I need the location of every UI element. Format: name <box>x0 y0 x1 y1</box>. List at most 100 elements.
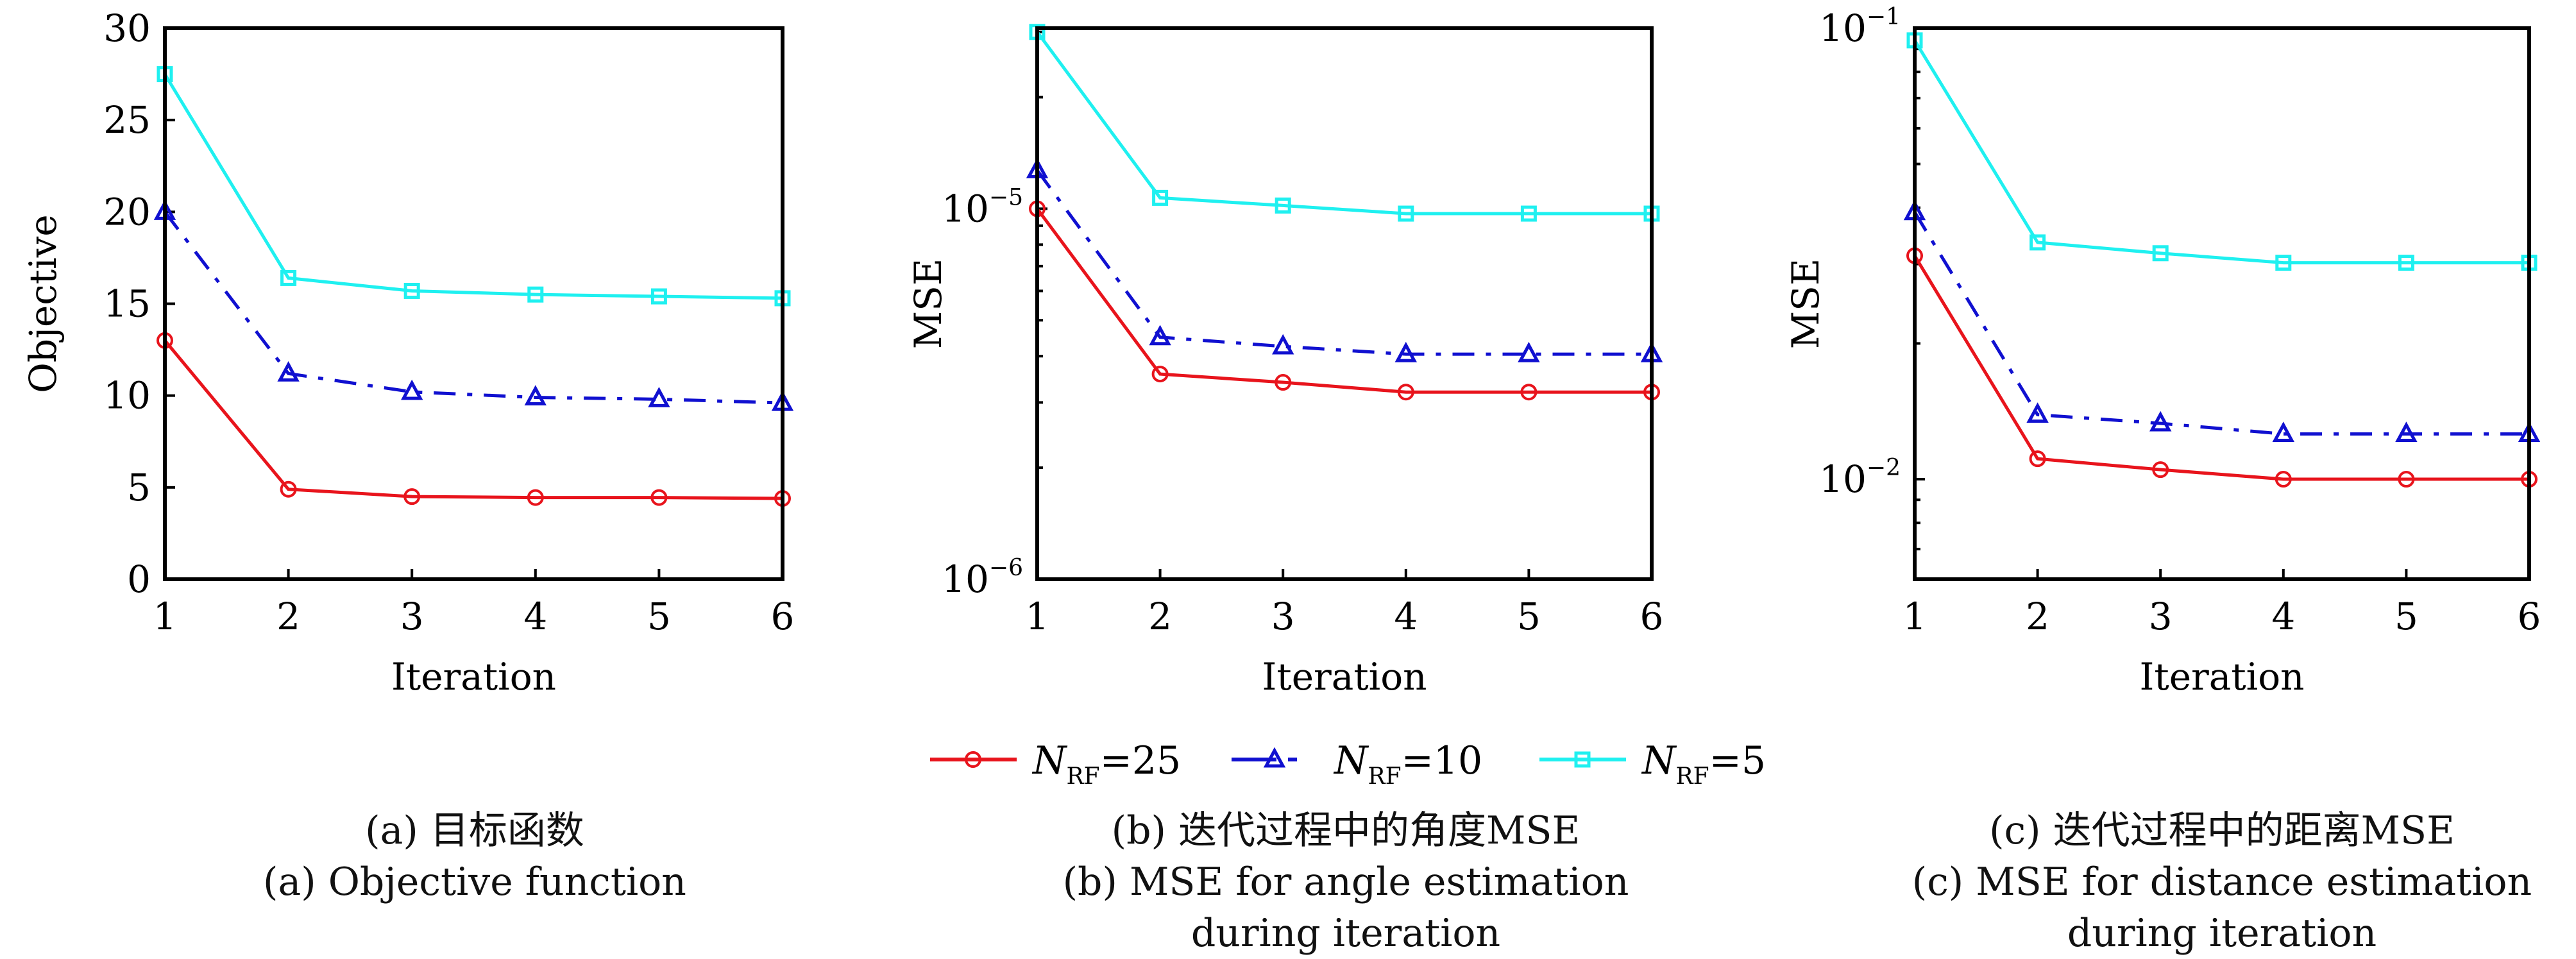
series-line-triangle <box>164 210 783 405</box>
series-line-triangle <box>1913 211 2529 436</box>
data-point-circle <box>1151 366 1169 383</box>
data-point-circle <box>280 480 297 498</box>
x-tick-label: 5 <box>1517 595 1541 638</box>
data-point-triangle <box>524 385 547 406</box>
x-axis-label: Iteration <box>2140 655 2305 699</box>
data-point-square <box>1152 189 1169 206</box>
series-line-circle <box>164 339 783 500</box>
y-tick-label: 20 <box>103 190 151 233</box>
series-line-circle <box>1035 207 1652 394</box>
data-point-square <box>1275 197 1291 214</box>
data-point-circle <box>650 489 668 506</box>
data-point-square <box>2398 255 2414 271</box>
data-point-triangle <box>1518 341 1540 362</box>
caption-b: (b) 迭代过程中的角度MSE (b) MSE for angle estima… <box>961 805 1731 959</box>
y-axis-label: Objective <box>21 214 65 393</box>
x-tick-label: 5 <box>2394 595 2418 638</box>
data-point-square <box>280 269 297 286</box>
x-tick-label: 6 <box>2518 595 2541 638</box>
x-axis-label: Iteration <box>391 655 556 699</box>
data-point-circle <box>2275 471 2292 488</box>
x-tick-label: 1 <box>1026 595 1049 638</box>
data-point-circle <box>527 489 544 506</box>
series-line-circle <box>1913 255 2529 481</box>
y-tick-label: 10−1 <box>1819 4 1901 50</box>
data-point-square <box>650 288 667 305</box>
x-tick-label: 2 <box>2026 595 2049 638</box>
plot-frame <box>163 26 784 581</box>
x-tick-label: 6 <box>1640 595 1664 638</box>
data-point-circle <box>1275 374 1292 391</box>
data-point-triangle <box>2149 411 2172 432</box>
data-point-circle <box>2029 450 2046 468</box>
caption-c-en-2: during iteration <box>2067 911 2377 956</box>
legend-marker-square <box>1574 751 1591 768</box>
plot-frame <box>1913 26 2531 581</box>
x-tick-label: 1 <box>1903 595 1927 638</box>
data-point-square <box>403 282 420 299</box>
caption-c-zh: (c) 迭代过程中的距离MSE <box>1989 808 2455 853</box>
x-tick-label: 4 <box>1394 595 1418 638</box>
y-tick-label: 5 <box>127 466 151 509</box>
data-point-square <box>1520 205 1537 222</box>
data-point-square <box>2275 255 2292 271</box>
data-point-triangle <box>1394 341 1417 362</box>
x-tick-label: 2 <box>1148 595 1172 638</box>
data-point-square <box>2152 245 2169 262</box>
x-tick-label: 1 <box>153 595 177 638</box>
caption-c-en: (c) MSE for distance estimation <box>1911 860 2532 904</box>
x-tick-label: 4 <box>523 595 547 638</box>
caption-a: (a) 目标函数 (a) Objective function <box>90 805 860 908</box>
data-point-triangle <box>2026 402 2049 423</box>
data-point-triangle <box>1272 334 1294 355</box>
plot-frame <box>1035 26 1654 581</box>
data-point-square <box>1398 205 1414 222</box>
caption-c: (c) 迭代过程中的距离MSE (c) MSE for distance est… <box>1837 805 2576 959</box>
y-tick-label: 10−5 <box>942 184 1023 230</box>
caption-b-en: (b) MSE for angle estimation <box>1062 860 1629 904</box>
chart-panel-b: 10−6 10−5 1 2 3 4 5 6 Iteration MSE <box>906 24 1664 699</box>
caption-a-zh: (a) 目标函数 <box>365 808 584 853</box>
data-point-triangle <box>648 387 670 407</box>
y-tick-label: 25 <box>103 98 151 142</box>
data-point-triangle <box>277 361 300 382</box>
x-axis-label: Iteration <box>1262 655 1427 699</box>
x-tick-label: 6 <box>771 595 795 638</box>
x-tick-label: 2 <box>276 595 300 638</box>
series-line-square <box>1035 31 1652 216</box>
y-tick-label: 10−2 <box>1819 455 1901 501</box>
caption-b-zh: (b) 迭代过程中的角度MSE <box>1111 808 1580 853</box>
data-point-triangle <box>401 379 423 400</box>
y-tick-label: 0 <box>127 557 151 601</box>
x-tick-label: 3 <box>1271 595 1295 638</box>
y-tick-label: 10−6 <box>942 555 1023 601</box>
legend-label: NRF=5 <box>1641 738 1766 790</box>
data-point-circle <box>2398 471 2415 488</box>
legend: NRF=25 NRF=10 NRF=5 <box>930 738 1766 790</box>
x-tick-label: 4 <box>2271 595 2295 638</box>
legend-marker-triangle <box>1263 747 1286 768</box>
caption-a-en: (a) Objective function <box>263 860 686 904</box>
x-tick-label: 5 <box>647 595 671 638</box>
data-point-circle <box>2152 461 2169 479</box>
x-tick-label: 3 <box>400 595 424 638</box>
data-point-triangle <box>2395 421 2418 442</box>
chart-panel-c: 10−2 10−1 1 2 3 4 5 6 Iteration MSE <box>1784 4 2541 699</box>
series-line-square <box>1913 39 2529 265</box>
data-point-circle <box>403 488 421 505</box>
y-axis-label: MSE <box>906 259 950 349</box>
data-point-triangle <box>2272 421 2294 442</box>
legend-marker-circle <box>965 751 981 768</box>
legend-label: NRF=10 <box>1333 738 1482 790</box>
chart-panel-a: 0 5 10 15 20 25 30 1 2 3 4 5 6 Iteration Objective <box>21 6 794 699</box>
legend-label: NRF=25 <box>1031 738 1181 790</box>
y-tick-label: 30 <box>103 6 151 50</box>
data-point-square <box>2029 234 2046 251</box>
data-point-square <box>527 286 544 303</box>
data-point-circle <box>1397 384 1414 401</box>
series-line-triangle <box>1035 169 1652 356</box>
y-axis-label: MSE <box>1784 259 1827 349</box>
series-line-square <box>163 73 783 300</box>
caption-b-en-2: during iteration <box>1191 911 1501 956</box>
